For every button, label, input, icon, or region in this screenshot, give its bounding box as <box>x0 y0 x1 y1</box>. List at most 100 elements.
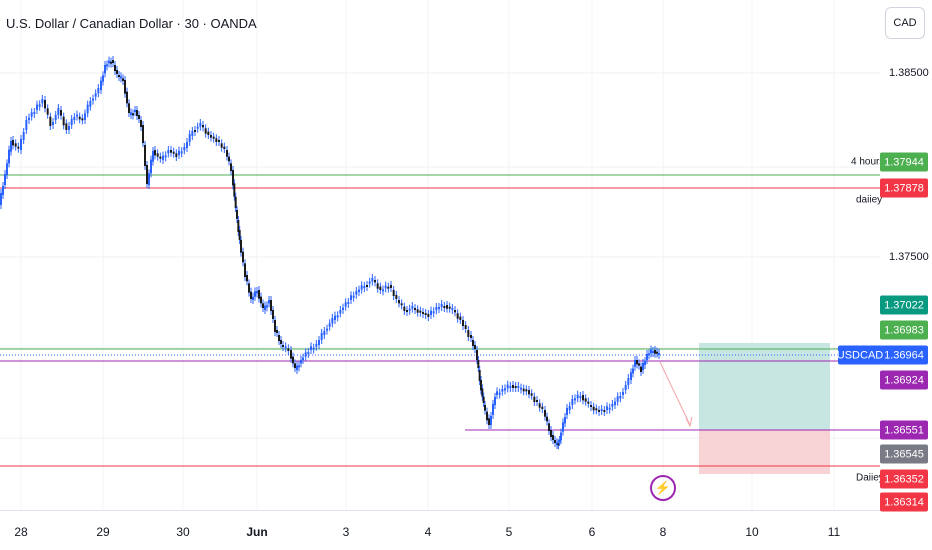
candle-body <box>352 295 355 298</box>
candle-body <box>122 78 124 81</box>
candle-body <box>62 116 65 126</box>
candle-body <box>250 291 252 299</box>
candle-body <box>240 240 242 253</box>
candle-body <box>234 196 237 208</box>
candle-body <box>33 112 36 114</box>
candle-body <box>522 388 525 392</box>
candle-body <box>403 306 406 311</box>
candle-body <box>315 344 318 347</box>
candle-body <box>242 251 244 263</box>
candle-body <box>144 145 146 166</box>
candle-body <box>424 313 427 315</box>
candle-body <box>562 422 564 432</box>
candle-body <box>492 404 494 415</box>
candle-body <box>622 392 624 395</box>
candle-body <box>304 352 307 357</box>
projection-arrow <box>659 361 691 426</box>
candle-body <box>132 113 134 116</box>
candle-body <box>230 163 232 171</box>
candle-body <box>416 309 419 313</box>
time-tick: 5 <box>505 525 513 539</box>
currency-button[interactable]: CAD <box>885 7 925 39</box>
candle-body <box>292 356 294 364</box>
candle-body <box>22 132 25 140</box>
candle-body <box>642 363 644 370</box>
candle-body <box>114 65 116 71</box>
candle-body <box>130 112 132 115</box>
candle-body <box>46 108 49 115</box>
candle-body <box>272 310 274 319</box>
candle-body <box>310 346 312 350</box>
price-label: 1.36924 <box>880 370 928 390</box>
candle-body <box>494 397 496 405</box>
candle-body <box>414 308 416 310</box>
candle-body <box>156 153 159 157</box>
time-tick: 8 <box>659 525 667 539</box>
candle-body <box>496 391 498 395</box>
candle-body <box>592 406 595 411</box>
candle-body <box>199 123 202 127</box>
candle-body <box>252 296 254 300</box>
candle-body <box>557 443 560 446</box>
lightning-icon[interactable]: ⚡ <box>650 475 676 501</box>
time-tick: 30 <box>176 525 190 539</box>
candle-body <box>451 308 454 310</box>
candle-body <box>514 386 517 388</box>
candle-body <box>582 395 584 401</box>
price-label: 1.36551 <box>880 420 928 440</box>
chart-pane[interactable] <box>0 0 880 510</box>
candle-body <box>266 305 268 308</box>
candle-body <box>528 390 530 395</box>
candle-body <box>226 150 228 157</box>
candle-body <box>92 98 94 101</box>
candle-body <box>108 60 110 64</box>
candle-body <box>406 310 408 312</box>
candle-body <box>541 406 544 409</box>
candle-body <box>57 108 60 115</box>
candle-body <box>167 150 170 154</box>
candle-body <box>65 123 68 130</box>
target-zone <box>699 343 830 430</box>
candle-body <box>632 368 634 374</box>
candle-body <box>619 396 622 399</box>
candle-body <box>290 350 292 359</box>
candle-body <box>430 310 432 315</box>
price-label: 1.36352 <box>880 469 928 489</box>
candle-body <box>70 119 73 125</box>
candle-body <box>336 315 339 318</box>
candle-body <box>278 335 280 341</box>
candle-body <box>552 435 554 440</box>
candle-body <box>262 303 264 308</box>
time-axis[interactable]: 28 29 30 Jun 3 4 5 6 8 10 11 <box>0 510 880 550</box>
time-tick: 10 <box>745 525 759 539</box>
candle-body <box>104 65 106 74</box>
symbol-tag[interactable]: USDCAD <box>837 345 883 365</box>
candle-body <box>237 220 240 232</box>
candle-body <box>374 280 376 283</box>
candle-body <box>470 335 472 338</box>
price-tick: 1.37500 <box>889 251 929 263</box>
candle-body <box>476 350 478 360</box>
candle-body <box>10 141 12 152</box>
level-note-daily: daiiey <box>856 194 883 206</box>
candle-body <box>146 165 148 184</box>
candle-body <box>564 417 566 424</box>
candle-body <box>89 101 92 107</box>
chart-canvas[interactable] <box>0 0 880 510</box>
candle-body <box>110 61 112 64</box>
candle-body <box>150 159 152 174</box>
candle-body <box>302 357 304 360</box>
candle-body <box>256 291 258 294</box>
candle-body <box>202 125 204 128</box>
candle-body <box>358 289 360 292</box>
candle-body <box>446 305 448 309</box>
candle-body <box>606 406 608 410</box>
candle-body <box>175 153 178 157</box>
candle-body <box>136 110 138 116</box>
candle-body <box>638 363 640 366</box>
candle-body <box>558 440 561 442</box>
candle-body <box>188 134 191 142</box>
candle-body <box>210 135 212 138</box>
candle-body <box>478 370 481 381</box>
candle-body <box>512 385 514 388</box>
